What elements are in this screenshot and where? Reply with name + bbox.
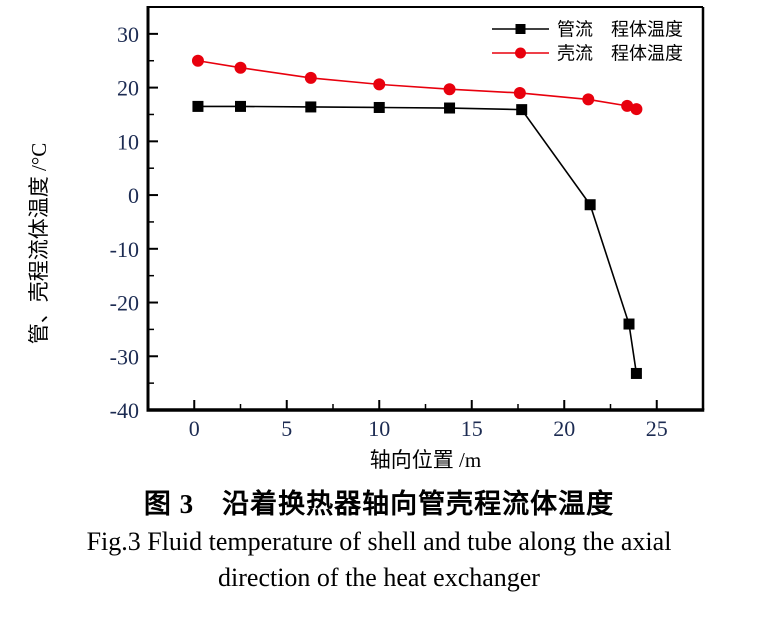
y-tick-label: -40 [110, 398, 139, 423]
y-tick-label: -30 [110, 344, 139, 369]
y-tick-label: -10 [110, 237, 139, 262]
x-axis-label: 轴向位置 /m [370, 448, 481, 472]
data-point-circle [513, 86, 526, 99]
x-tick-label: 20 [553, 416, 575, 441]
series-line [197, 59, 637, 110]
y-tick-label: 0 [128, 183, 139, 208]
data-point-circle [373, 78, 386, 91]
legend-label: 管流 程体温度 [557, 20, 683, 40]
x-tick-label: 25 [646, 416, 668, 441]
figure-caption: 图 3 沿着换热器轴向管壳程流体温度 Fig.3 Fluid temperatu… [0, 484, 758, 596]
temperature-line-chart: 0 5 10 15 20 25 轴向位置 /m -40 -30 -20 -10 0 10 20 30 管、壳程… [27, 6, 705, 472]
x-axis: 0 5 10 15 20 25 轴向位置 /m [189, 400, 668, 472]
series-line [197, 105, 638, 374]
y-tick-label: 10 [117, 129, 139, 154]
data-point-square [192, 100, 204, 112]
chart-area: 0 5 10 15 20 25 轴向位置 /m -40 -30 -20 -10 0 10 20 30 管、壳程… [27, 6, 705, 472]
data-point-circle [621, 99, 634, 112]
x-tick-label: 5 [281, 416, 292, 441]
data-point-square [623, 318, 635, 330]
y-tick-label: -20 [110, 291, 139, 316]
caption-chinese: 图 3 沿着换热器轴向管壳程流体温度 [143, 489, 615, 519]
x-tick-label: 0 [189, 416, 200, 441]
series-tube-flow-temperature [192, 100, 642, 379]
y-tick-label: 30 [117, 22, 139, 47]
data-point-circle [304, 71, 317, 84]
data-point-circle [191, 54, 204, 67]
data-point-circle [582, 93, 595, 106]
data-point-circle [630, 103, 643, 116]
data-point-square [584, 199, 596, 211]
data-point-circle [234, 61, 247, 74]
y-axis: -40 -30 -20 -10 0 10 20 30 管、壳程流体温度 /°C [27, 22, 158, 423]
data-point-square [235, 100, 246, 112]
legend-circle-marker-icon [515, 47, 526, 59]
series-shell-flow-temperature [191, 54, 643, 116]
data-point-circle [443, 83, 456, 96]
legend-square-marker-icon [515, 24, 526, 34]
data-point-square [373, 101, 385, 113]
data-point-square [305, 101, 317, 113]
data-point-square [516, 104, 528, 116]
y-tick-label: 20 [117, 76, 139, 101]
x-tick-label: 10 [368, 416, 390, 441]
caption-english-line2: direction of the heat exchanger [218, 563, 540, 592]
legend-label: 壳流 程体温度 [557, 44, 683, 64]
y-axis-label: 管、壳程流体温度 /°C [27, 143, 51, 345]
data-point-square [630, 367, 642, 379]
x-tick-label: 15 [461, 416, 483, 441]
data-point-square [444, 102, 456, 114]
caption-english-line1: Fig.3 Fluid temperature of shell and tub… [86, 527, 672, 556]
